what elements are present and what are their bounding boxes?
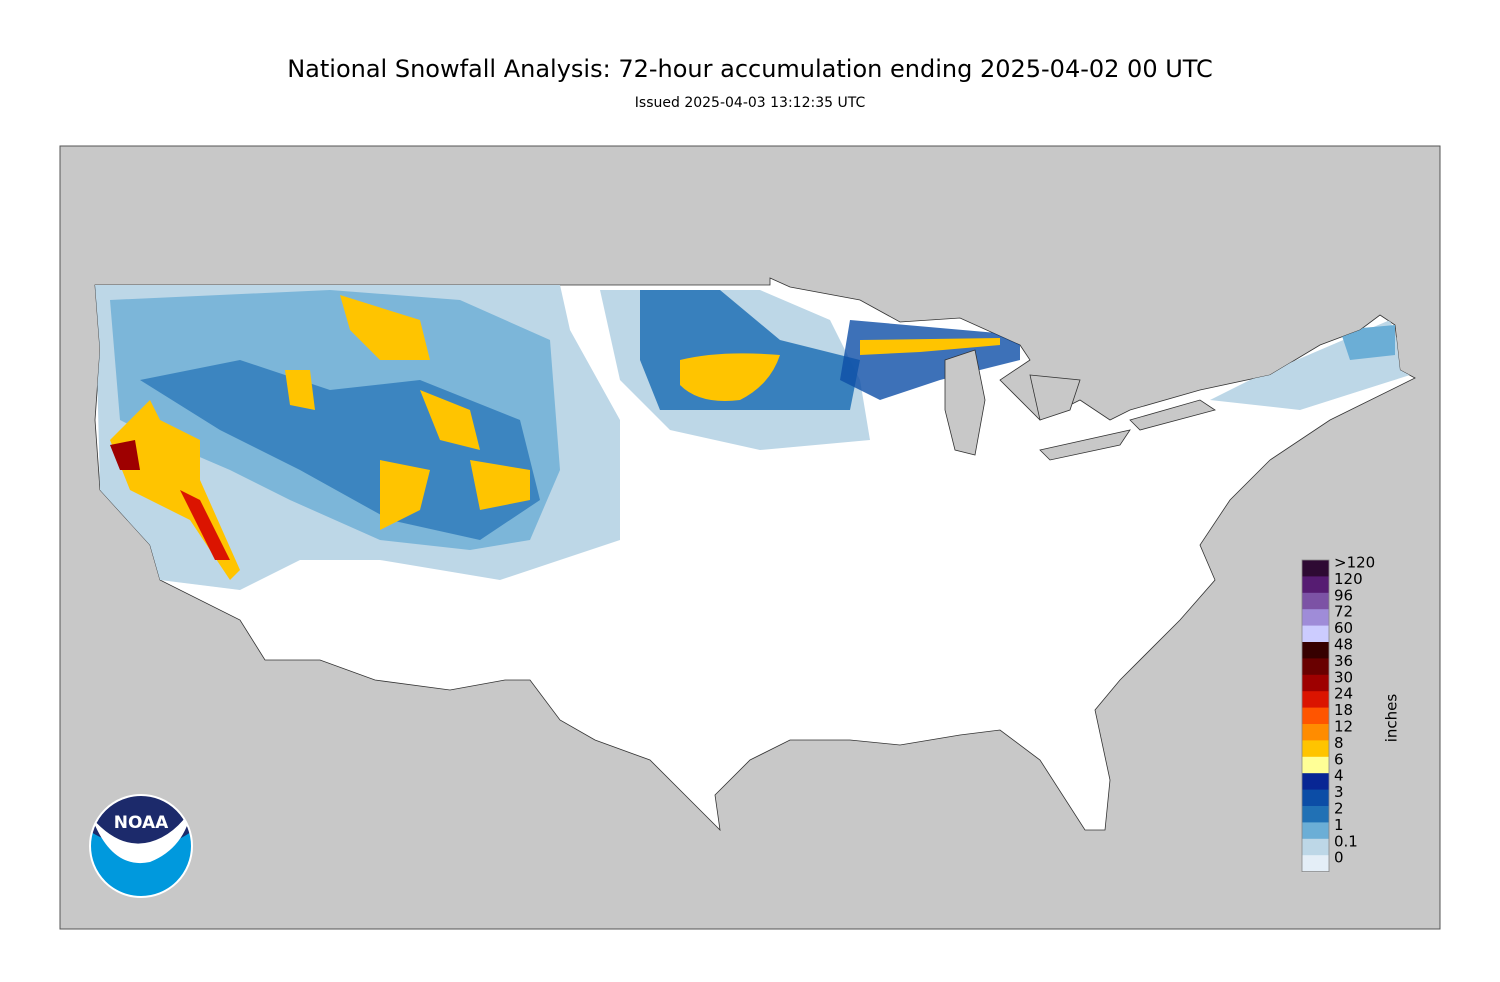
legend-swatch bbox=[1302, 707, 1329, 725]
legend-label: 30 bbox=[1334, 668, 1353, 686]
legend-swatch bbox=[1302, 806, 1329, 823]
legend-swatch bbox=[1302, 724, 1329, 741]
legend-label: 0.1 bbox=[1334, 832, 1358, 850]
legend-swatch bbox=[1302, 822, 1329, 840]
legend-label: 1 bbox=[1334, 816, 1344, 834]
snow-field bbox=[95, 285, 1410, 590]
legend-label: 0 bbox=[1334, 849, 1344, 867]
logo-text: NOAA bbox=[114, 813, 169, 833]
legend-label: 120 bbox=[1334, 570, 1363, 588]
legend-label: 8 bbox=[1334, 734, 1344, 752]
legend-swatch bbox=[1302, 560, 1329, 577]
legend-swatch bbox=[1302, 838, 1329, 856]
legend-label: 3 bbox=[1334, 783, 1344, 801]
legend-label: 18 bbox=[1334, 701, 1353, 719]
legend-label: 96 bbox=[1334, 586, 1353, 604]
legend-swatch bbox=[1302, 592, 1329, 610]
legend-label: 48 bbox=[1334, 636, 1353, 654]
legend-swatch bbox=[1302, 625, 1329, 643]
legend-swatch bbox=[1302, 756, 1329, 774]
subtitle: Issued 2025-04-03 13:12:35 UTC bbox=[635, 95, 866, 111]
legend-swatch bbox=[1302, 642, 1329, 659]
legend-swatch bbox=[1302, 658, 1329, 676]
legend-label: >120 bbox=[1334, 554, 1375, 572]
legend-label: 12 bbox=[1334, 718, 1353, 736]
legend-label: 4 bbox=[1334, 767, 1344, 785]
title: National Snowfall Analysis: 72-hour accu… bbox=[287, 55, 1213, 83]
legend-swatch bbox=[1302, 855, 1329, 873]
legend-swatch bbox=[1302, 740, 1329, 758]
legend-label: 36 bbox=[1334, 652, 1353, 670]
legend-swatch bbox=[1302, 576, 1329, 594]
legend-swatch bbox=[1302, 609, 1329, 627]
legend-swatch bbox=[1302, 674, 1329, 692]
legend-label: 24 bbox=[1334, 685, 1353, 703]
legend-swatch bbox=[1302, 691, 1329, 709]
legend-title: inches bbox=[1383, 694, 1401, 743]
lakes bbox=[944, 349, 1216, 461]
legend-border bbox=[1301, 559, 1330, 873]
map bbox=[59, 145, 1441, 930]
noaa-logo: NOAA bbox=[89, 794, 193, 898]
legend-label: 2 bbox=[1334, 800, 1344, 818]
legend: inches >1201209672604836302418128643210.… bbox=[1301, 554, 1401, 873]
legend-label: 6 bbox=[1334, 750, 1344, 768]
legend-swatch bbox=[1302, 789, 1329, 807]
legend-swatch bbox=[1302, 773, 1329, 791]
legend-label: 60 bbox=[1334, 619, 1353, 637]
legend-label: 72 bbox=[1334, 603, 1353, 621]
